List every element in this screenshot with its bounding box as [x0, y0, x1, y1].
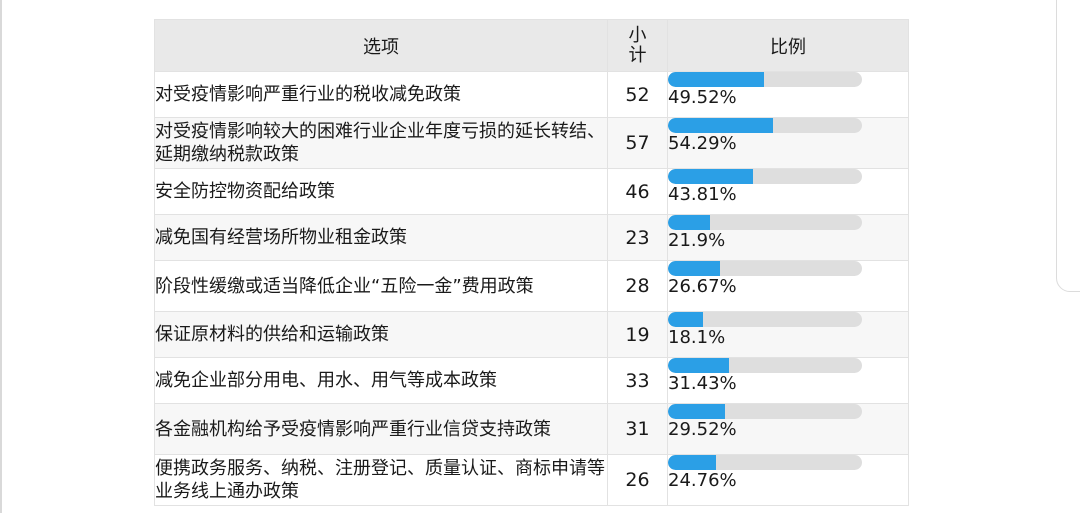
header-count-label: 小计 [628, 24, 647, 66]
ratio-bar-fill [668, 358, 729, 373]
ratio-percent-label: 43.81% [668, 184, 737, 205]
option-ratio-cell: 26.67% [667, 260, 909, 312]
ratio-percent-label: 21.9% [668, 230, 726, 251]
ratio-bar-track [668, 358, 862, 373]
option-ratio-cell: 49.52% [667, 71, 909, 118]
ratio-percent-label: 49.52% [668, 87, 737, 108]
ratio-bar-fill [668, 261, 720, 276]
ratio-bar-fill [668, 312, 704, 327]
option-label: 安全防控物资配给政策 [154, 168, 608, 215]
ratio-percent-label: 24.76% [668, 470, 737, 491]
option-ratio-cell: 54.29% [667, 117, 909, 169]
ratio-percent-label: 31.43% [668, 373, 737, 394]
option-count: 23 [607, 214, 668, 261]
table-row: 便携政务服务、纳税、注册登记、质量认证、商标申请等业务线上通办政策 26 24.76… [154, 454, 909, 506]
ratio-bar-track [668, 118, 862, 133]
table-row: 保证原材料的供给和运输政策 19 18.1% [154, 311, 909, 358]
ratio-percent-label: 29.52% [668, 419, 737, 440]
ratio-bar-track [668, 312, 862, 327]
side-panel-edge [1056, 0, 1080, 292]
survey-result-table: 选项 小计 比例 对受疫情影响严重行业的税收减免政策 52 49.52% 对受疫情影响… [154, 19, 909, 506]
option-count: 19 [607, 311, 668, 358]
option-ratio-cell: 21.9% [667, 214, 909, 261]
ratio-percent-label: 18.1% [668, 327, 726, 348]
table-row: 对受疫情影响较大的困难行业企业年度亏损的延长转结、延期缴纳税款政策 57 54.29… [154, 117, 909, 169]
option-count: 28 [607, 260, 668, 312]
ratio-bar-track [668, 72, 862, 87]
option-ratio-cell: 31.43% [667, 357, 909, 404]
ratio-bar-track [668, 455, 862, 470]
screen-left-edge [0, 0, 2, 513]
option-label: 各金融机构给予受疫情影响严重行业信贷支持政策 [154, 403, 608, 455]
ratio-bar-track [668, 261, 862, 276]
option-label: 对受疫情影响严重行业的税收减免政策 [154, 71, 608, 118]
option-count: 26 [607, 454, 668, 506]
ratio-bar-track [668, 169, 862, 184]
option-label: 对受疫情影响较大的困难行业企业年度亏损的延长转结、延期缴纳税款政策 [154, 117, 608, 169]
header-count: 小计 [607, 19, 668, 72]
ratio-bar-fill [668, 169, 753, 184]
table-row: 减免国有经营场所物业租金政策 23 21.9% [154, 214, 909, 261]
ratio-bar-fill [668, 72, 765, 87]
ratio-bar-track [668, 215, 862, 230]
option-ratio-cell: 18.1% [667, 311, 909, 358]
option-count: 31 [607, 403, 668, 455]
table-row: 各金融机构给予受疫情影响严重行业信贷支持政策 31 29.52% [154, 403, 909, 455]
ratio-percent-label: 26.67% [668, 276, 737, 297]
option-count: 33 [607, 357, 668, 404]
option-ratio-cell: 24.76% [667, 454, 909, 506]
table-row: 安全防控物资配给政策 46 43.81% [154, 168, 909, 215]
option-count: 46 [607, 168, 668, 215]
option-ratio-cell: 43.81% [667, 168, 909, 215]
table-row: 对受疫情影响严重行业的税收减免政策 52 49.52% [154, 71, 909, 118]
option-ratio-cell: 29.52% [667, 403, 909, 455]
option-count: 52 [607, 71, 668, 118]
option-label: 减免企业部分用电、用水、用气等成本政策 [154, 357, 608, 404]
ratio-bar-fill [668, 215, 711, 230]
table-row: 阶段性缓缴或适当降低企业“五险一金”费用政策 28 26.67% [154, 260, 909, 312]
table-header-row: 选项 小计 比例 [154, 19, 909, 72]
header-option: 选项 [154, 19, 608, 72]
table-row: 减免企业部分用电、用水、用气等成本政策 33 31.43% [154, 357, 909, 404]
ratio-percent-label: 54.29% [668, 133, 737, 154]
ratio-bar-fill [668, 455, 717, 470]
ratio-bar-fill [668, 118, 774, 133]
ratio-bar-fill [668, 404, 726, 419]
ratio-bar-track [668, 404, 862, 419]
option-label: 保证原材料的供给和运输政策 [154, 311, 608, 358]
option-label: 阶段性缓缴或适当降低企业“五险一金”费用政策 [154, 260, 608, 312]
header-ratio: 比例 [667, 19, 909, 72]
option-count: 57 [607, 117, 668, 169]
option-label: 减免国有经营场所物业租金政策 [154, 214, 608, 261]
option-label: 便携政务服务、纳税、注册登记、质量认证、商标申请等业务线上通办政策 [154, 454, 608, 506]
